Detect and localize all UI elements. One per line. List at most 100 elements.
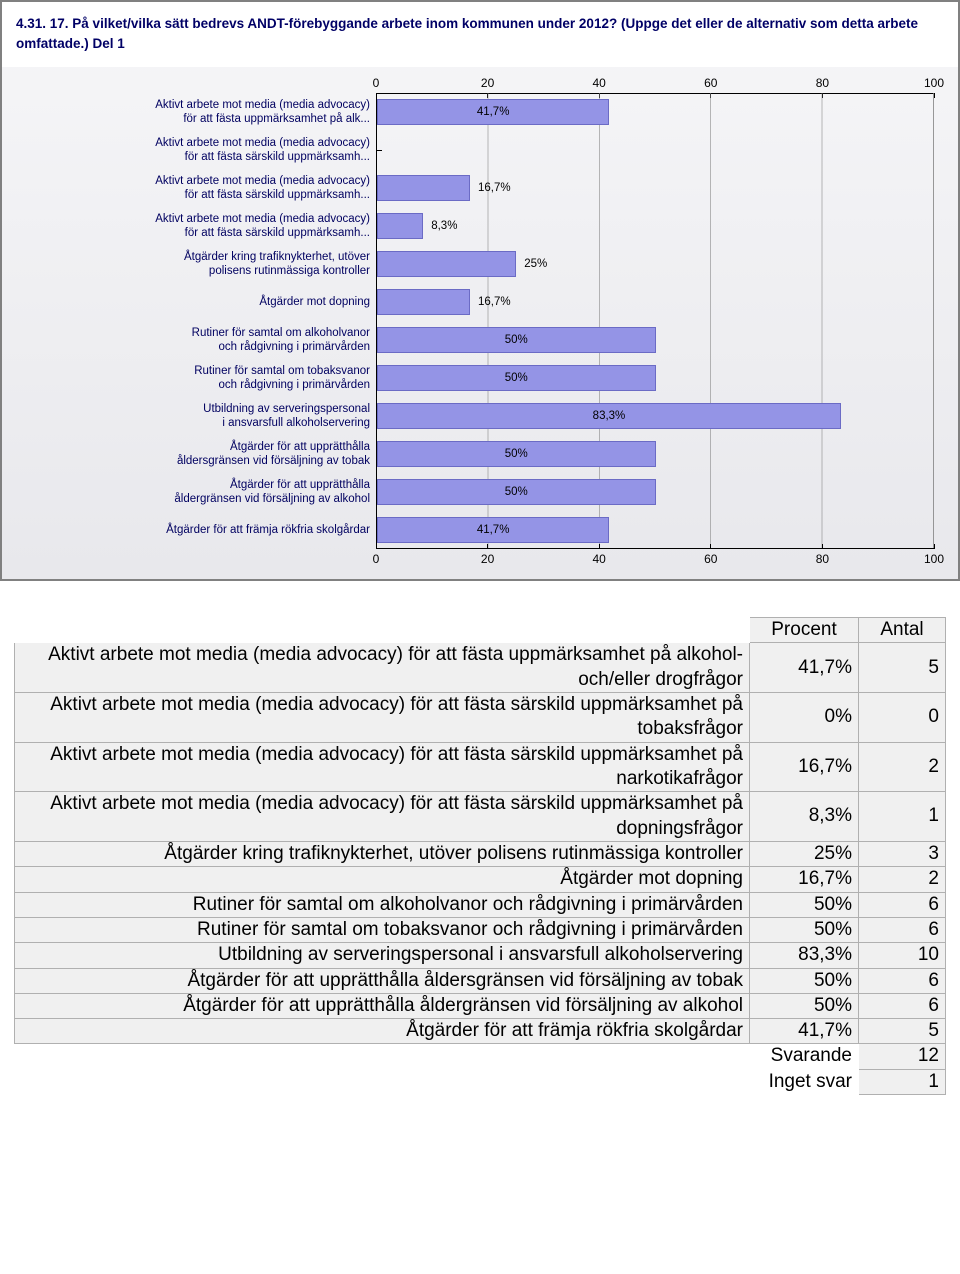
y-axis-label: Åtgärder för att främja rökfria skolgård… [26, 511, 376, 549]
bar-row: 41,7% [377, 511, 934, 549]
bar [377, 175, 470, 201]
y-label-line1: Utbildning av serveringspersonal [203, 402, 370, 416]
row-count: 5 [859, 1019, 946, 1044]
y-label-line2: åldergränsen vid försäljning av alkohol [174, 492, 370, 506]
y-label-line1: Aktivt arbete mot media (media advocacy) [155, 136, 370, 150]
x-tick-label: 60 [704, 76, 717, 90]
y-label-line2: polisens rutinmässiga kontroller [209, 264, 370, 278]
table-row: Utbildning av serveringspersonal i ansva… [15, 943, 946, 968]
y-axis-label: Rutiner för samtal om tobaksvanoroch råd… [26, 359, 376, 397]
y-axis-label: Åtgärder för att upprätthållaåldergränse… [26, 473, 376, 511]
x-tick-label: 20 [481, 76, 494, 90]
bar-value-label: 50% [505, 486, 528, 498]
row-count: 1 [859, 792, 946, 842]
row-percent: 16,7% [750, 742, 859, 792]
y-axis-label: Åtgärder mot dopning [26, 283, 376, 321]
bar-row: 50% [377, 321, 934, 359]
y-axis-label: Aktivt arbete mot media (media advocacy)… [26, 131, 376, 169]
row-label: Åtgärder för att upprätthålla åldersgrän… [15, 968, 750, 993]
row-label: Aktivt arbete mot media (media advocacy)… [15, 742, 750, 792]
bar: 41,7% [377, 517, 609, 543]
table-row: Åtgärder kring trafiknykterhet, utöver p… [15, 841, 946, 866]
bar-value-label: 50% [505, 372, 528, 384]
row-percent: 0% [750, 693, 859, 743]
row-label: Åtgärder för att främja rökfria skolgård… [15, 1019, 750, 1044]
bar-value-label: 16,7% [478, 182, 511, 194]
y-axis-labels: Aktivt arbete mot media (media advocacy)… [26, 73, 376, 569]
x-axis-top: 020406080100 [376, 73, 934, 93]
table-row: Åtgärder för att upprätthålla åldersgrän… [15, 968, 946, 993]
row-count: 5 [859, 643, 946, 693]
row-count: 2 [859, 742, 946, 792]
y-label-line1: Aktivt arbete mot media (media advocacy) [155, 98, 370, 112]
row-percent: 41,7% [750, 1019, 859, 1044]
bar: 83,3% [377, 403, 841, 429]
row-count: 6 [859, 968, 946, 993]
row-count: 3 [859, 841, 946, 866]
header-count: Antal [859, 618, 946, 643]
bar-value-label: 50% [505, 334, 528, 346]
row-percent: 50% [750, 917, 859, 942]
bar-row: 50% [377, 435, 934, 473]
bar [377, 251, 516, 277]
bar-row: 50% [377, 359, 934, 397]
row-label: Åtgärder för att upprätthålla åldergräns… [15, 993, 750, 1018]
x-tick-label: 80 [816, 552, 829, 566]
bar-value-label: 41,7% [477, 106, 510, 118]
row-percent: 16,7% [750, 867, 859, 892]
y-label-line2: för att fästa särskild uppmärksamh... [185, 150, 370, 164]
row-percent: 50% [750, 892, 859, 917]
y-axis-label: Åtgärder kring trafiknykterhet, utöverpo… [26, 245, 376, 283]
row-count: 2 [859, 867, 946, 892]
y-label-line2: och rådgivning i primärvården [219, 378, 371, 392]
header-percent: Procent [750, 618, 859, 643]
row-percent: 50% [750, 993, 859, 1018]
table-row: Åtgärder för att främja rökfria skolgård… [15, 1019, 946, 1044]
table-row: Åtgärder för att upprätthålla åldergräns… [15, 993, 946, 1018]
row-label: Åtgärder mot dopning [15, 867, 750, 892]
row-percent: 50% [750, 968, 859, 993]
y-label-line1: Aktivt arbete mot media (media advocacy) [155, 212, 370, 226]
table-row: Aktivt arbete mot media (media advocacy)… [15, 643, 946, 693]
summary-row: Svarande12 [15, 1044, 946, 1069]
bar: 41,7% [377, 99, 609, 125]
bar-value-label: 8,3% [431, 220, 457, 232]
bar-row: 83,3% [377, 397, 934, 435]
bar [377, 289, 470, 315]
bar: 50% [377, 327, 656, 353]
y-axis-label: Åtgärder för att upprätthållaåldersgräns… [26, 435, 376, 473]
bar-value-label: 16,7% [478, 296, 511, 308]
y-label-line2: åldersgränsen vid försäljning av tobak [177, 454, 370, 468]
table-header-row: Procent Antal [15, 618, 946, 643]
row-count: 0 [859, 693, 946, 743]
row-count: 6 [859, 917, 946, 942]
bar-row: 16,7% [377, 283, 934, 321]
table-row: Åtgärder mot dopning16,7%2 [15, 867, 946, 892]
y-axis-label: Aktivt arbete mot media (media advocacy)… [26, 93, 376, 131]
y-label-line1: Åtgärder mot dopning [259, 295, 370, 309]
plot-area: 41,7%16,7%8,3%25%16,7%50%50%83,3%50%50%4… [376, 93, 934, 549]
bar-value-label: 50% [505, 448, 528, 460]
summary-label: Inget svar [15, 1069, 859, 1094]
row-count: 10 [859, 943, 946, 968]
x-tick-label: 60 [704, 552, 717, 566]
y-label-line1: Åtgärder kring trafiknykterhet, utöver [184, 250, 370, 264]
y-axis-label: Aktivt arbete mot media (media advocacy)… [26, 207, 376, 245]
row-label: Rutiner för samtal om alkoholvanor och r… [15, 892, 750, 917]
chart-panel: 4.31. 17. På vilket/vilka sätt bedrevs A… [0, 0, 960, 581]
table-row: Aktivt arbete mot media (media advocacy)… [15, 693, 946, 743]
summary-row: Inget svar1 [15, 1069, 946, 1094]
row-count: 6 [859, 993, 946, 1018]
x-tick-label: 0 [373, 76, 380, 90]
bar-row: 8,3% [377, 207, 934, 245]
y-label-line1: Aktivt arbete mot media (media advocacy) [155, 174, 370, 188]
y-label-line1: Åtgärder för att främja rökfria skolgård… [166, 523, 370, 537]
row-label: Aktivt arbete mot media (media advocacy)… [15, 792, 750, 842]
bar-row: 16,7% [377, 169, 934, 207]
y-label-line1: Åtgärder för att upprätthålla [230, 478, 370, 492]
y-label-line1: Åtgärder för att upprätthålla [230, 440, 370, 454]
x-tick-label: 40 [593, 76, 606, 90]
row-label: Aktivt arbete mot media (media advocacy)… [15, 693, 750, 743]
table-row: Rutiner för samtal om alkoholvanor och r… [15, 892, 946, 917]
row-label: Rutiner för samtal om tobaksvanor och rå… [15, 917, 750, 942]
